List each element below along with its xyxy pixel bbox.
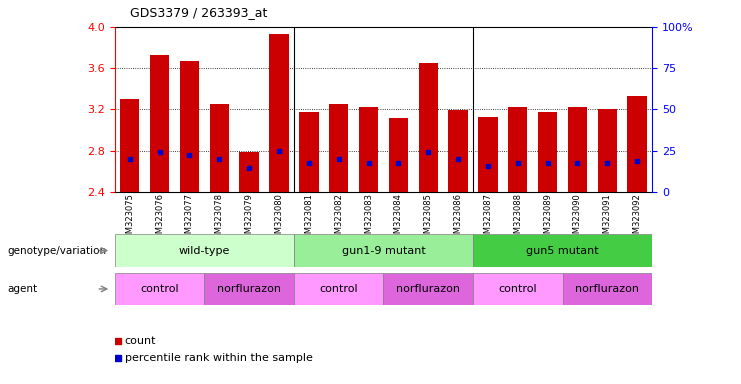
- Bar: [115, 234, 294, 267]
- Bar: [562, 273, 652, 305]
- Bar: [384, 273, 473, 305]
- Text: count: count: [124, 336, 156, 346]
- Bar: [448, 111, 468, 192]
- Text: gun5 mutant: gun5 mutant: [526, 245, 599, 256]
- Text: control: control: [319, 284, 358, 294]
- Bar: [389, 118, 408, 192]
- Bar: [239, 152, 259, 192]
- Bar: [210, 104, 229, 192]
- Bar: [628, 96, 647, 192]
- Bar: [180, 61, 199, 192]
- Text: wild-type: wild-type: [179, 245, 230, 256]
- Text: GDS3379 / 263393_at: GDS3379 / 263393_at: [130, 6, 267, 19]
- Bar: [294, 273, 384, 305]
- Bar: [299, 111, 319, 192]
- Bar: [329, 104, 348, 192]
- Text: genotype/variation: genotype/variation: [7, 245, 107, 256]
- Text: norflurazon: norflurazon: [575, 284, 639, 294]
- Bar: [597, 109, 617, 192]
- Bar: [419, 63, 438, 192]
- Bar: [205, 273, 294, 305]
- Bar: [568, 108, 587, 192]
- Bar: [473, 273, 562, 305]
- Bar: [359, 108, 378, 192]
- Text: control: control: [140, 284, 179, 294]
- Bar: [478, 117, 498, 192]
- Text: control: control: [499, 284, 537, 294]
- Text: agent: agent: [7, 284, 38, 294]
- Text: gun1-9 mutant: gun1-9 mutant: [342, 245, 425, 256]
- Bar: [508, 108, 528, 192]
- Bar: [115, 273, 205, 305]
- Text: norflurazon: norflurazon: [396, 284, 460, 294]
- Bar: [294, 234, 473, 267]
- Text: percentile rank within the sample: percentile rank within the sample: [124, 353, 313, 363]
- Bar: [269, 34, 289, 192]
- Bar: [150, 55, 170, 192]
- Bar: [120, 99, 139, 192]
- Bar: [473, 234, 652, 267]
- Bar: [538, 111, 557, 192]
- Text: norflurazon: norflurazon: [217, 284, 281, 294]
